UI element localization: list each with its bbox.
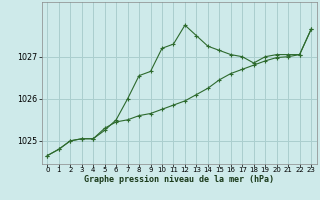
X-axis label: Graphe pression niveau de la mer (hPa): Graphe pression niveau de la mer (hPa) [84,175,274,184]
